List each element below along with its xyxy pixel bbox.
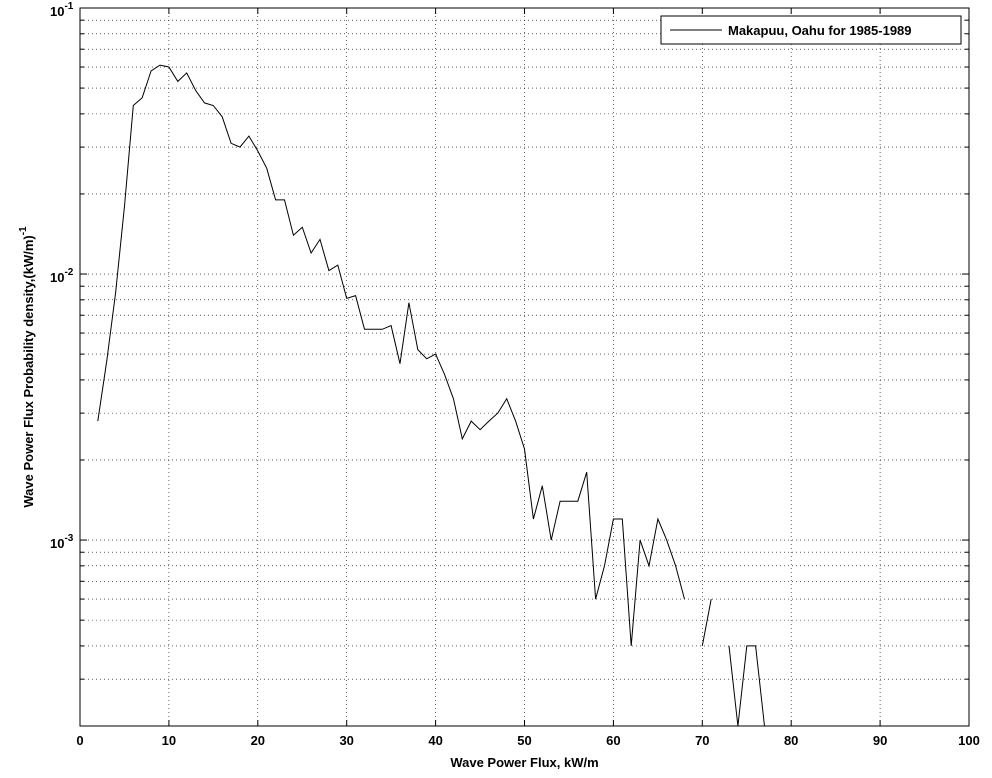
x-tick-label: 40: [428, 733, 442, 748]
legend: Makapuu, Oahu for 1985-1989: [660, 15, 962, 45]
y-tick-label-base: 10: [50, 536, 64, 551]
x-tick-label: 80: [784, 733, 798, 748]
series-line-segment: [701, 599, 712, 646]
x-tick-label: 50: [517, 733, 531, 748]
x-tick-label: 60: [606, 733, 620, 748]
y-tick-label-exponent: -1: [64, 1, 73, 12]
x-axis-label: Wave Power Flux, kW/m: [450, 755, 598, 770]
y-tick-label: 10-3: [50, 533, 74, 551]
x-tick-label: 70: [695, 733, 709, 748]
legend-label: Makapuu, Oahu for 1985-1989: [728, 23, 912, 38]
y-tick-label-base: 10: [50, 270, 64, 285]
y-axis-label-exponent: -1: [18, 226, 29, 235]
y-tick-label-base: 10: [50, 4, 64, 19]
y-axis-label: Wave Power Flux Probability density,(kW/…: [18, 226, 36, 508]
y-tick-label-exponent: -3: [64, 533, 73, 544]
x-tick-label: 30: [339, 733, 353, 748]
y-tick-label: 10-2: [50, 267, 74, 285]
x-tick-label: 20: [251, 733, 265, 748]
y-tick-labels: 10-310-210-1: [50, 1, 74, 551]
axis-ticks: [79, 7, 970, 727]
legend-box: [660, 15, 962, 45]
series-line-segment: [97, 64, 685, 646]
y-tick-label-exponent: -2: [64, 267, 73, 278]
x-tick-label: 0: [76, 733, 83, 748]
x-tick-label: 100: [958, 733, 980, 748]
x-tick-label: 10: [162, 733, 176, 748]
y-axis-label-text: Wave Power Flux Probability density,(kW/…: [21, 235, 36, 507]
y-tick-label: 10-1: [50, 1, 74, 19]
series-line-segment: [728, 645, 765, 727]
grid-lines: [80, 8, 969, 726]
x-tick-labels: 0 10 20 30 40 50 60 70 80 90 100: [76, 733, 979, 748]
data-series: [97, 64, 765, 727]
x-tick-label: 90: [873, 733, 887, 748]
